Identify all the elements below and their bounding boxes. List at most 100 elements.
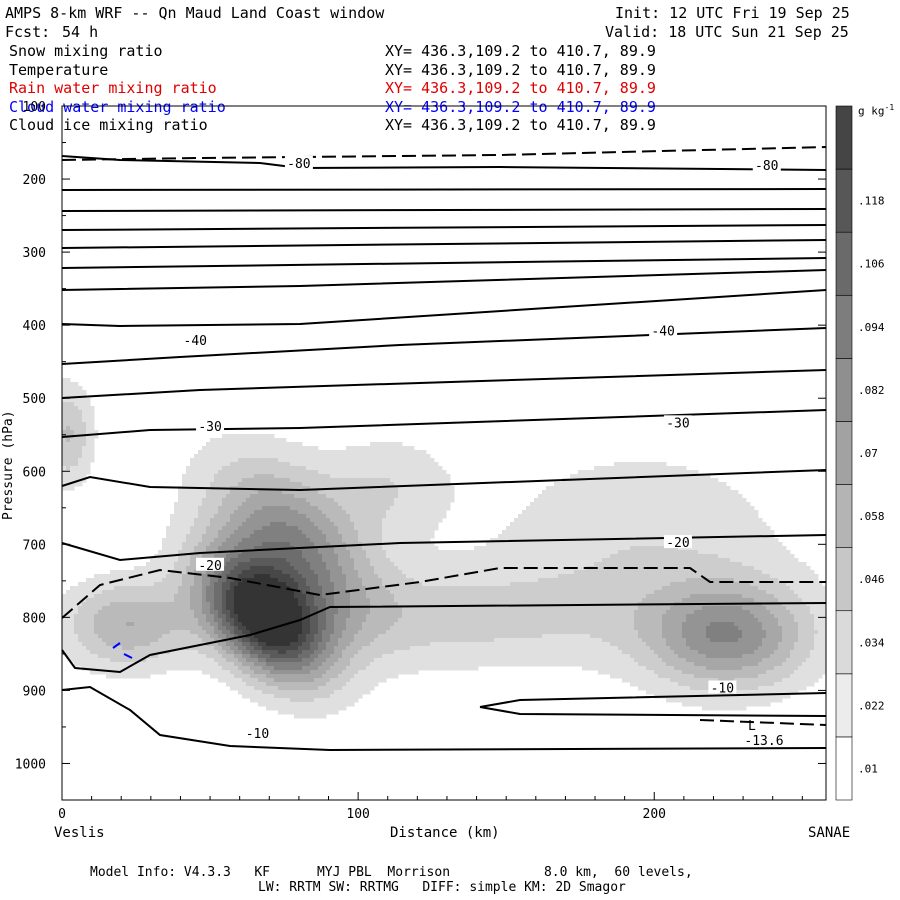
snow-cell (554, 542, 559, 547)
snow-cell (302, 578, 307, 583)
snow-cell (242, 498, 247, 503)
snow-cell (674, 522, 679, 527)
snow-cell (210, 474, 215, 479)
snow-cell (218, 462, 223, 467)
snow-cell (302, 490, 307, 495)
snow-cell (522, 570, 527, 575)
snow-cell (162, 562, 167, 567)
snow-cell (382, 574, 387, 579)
snow-cell (430, 566, 435, 571)
snow-cell (370, 566, 375, 571)
snow-cell (762, 538, 767, 543)
snow-cell (650, 462, 655, 467)
snow-cell (186, 586, 191, 591)
snow-cell (238, 566, 243, 571)
snow-cell (66, 454, 71, 459)
snow-cell (566, 558, 571, 563)
snow-cell (502, 550, 507, 555)
snow-cell (490, 542, 495, 547)
snow-cell (422, 590, 427, 595)
snow-cell (394, 482, 399, 487)
snow-cell (222, 522, 227, 527)
snow-cell (70, 394, 75, 399)
snow-cell (110, 574, 115, 579)
snow-cell (742, 566, 747, 571)
snow-cell (458, 574, 463, 579)
snow-cell (410, 470, 415, 475)
snow-cell (690, 494, 695, 499)
snow-cell (94, 590, 99, 595)
snow-cell (538, 590, 543, 595)
snow-cell (270, 530, 275, 535)
snow-cell (686, 514, 691, 519)
snow-cell (246, 554, 251, 559)
snow-cell (302, 586, 307, 591)
snow-cell (766, 562, 771, 567)
snow-cell (446, 550, 451, 555)
snow-cell (334, 518, 339, 523)
snow-cell (666, 510, 671, 515)
snow-cell (698, 566, 703, 571)
snow-cell (498, 542, 503, 547)
snow-cell (166, 582, 171, 587)
snow-cell (66, 458, 71, 463)
snow-cell (598, 522, 603, 527)
snow-cell (398, 562, 403, 567)
snow-cell (558, 506, 563, 511)
snow-cell (198, 582, 203, 587)
snow-cell (302, 526, 307, 531)
snow-cell (682, 574, 687, 579)
snow-cell (154, 562, 159, 567)
snow-cell (366, 546, 371, 551)
snow-cell (190, 522, 195, 527)
snow-cell (394, 522, 399, 527)
snow-cell (486, 582, 491, 587)
snow-cell (722, 550, 727, 555)
snow-cell (474, 566, 479, 571)
snow-cell (690, 518, 695, 523)
snow-cell (298, 474, 303, 479)
snow-cell (238, 462, 243, 467)
snow-cell (326, 570, 331, 575)
snow-cell (578, 534, 583, 539)
snow-cell (266, 586, 271, 591)
snow-cell (198, 506, 203, 511)
snow-cell (278, 482, 283, 487)
snow-cell (294, 514, 299, 519)
snow-cell (74, 470, 79, 475)
snow-cell (414, 506, 419, 511)
snow-cell (474, 546, 479, 551)
snow-cell (82, 470, 87, 475)
snow-cell (402, 498, 407, 503)
snow-cell (414, 554, 419, 559)
snow-cell (306, 574, 311, 579)
snow-cell (730, 518, 735, 523)
snow-cell (754, 582, 759, 587)
snow-cell (262, 570, 267, 575)
snow-cell (406, 446, 411, 451)
snow-cell (282, 522, 287, 527)
snow-cell (238, 574, 243, 579)
snow-cell (554, 506, 559, 511)
snow-cell (78, 406, 83, 411)
snow-cell (230, 454, 235, 459)
snow-cell (562, 558, 567, 563)
snow-cell (394, 538, 399, 543)
snow-cell (530, 582, 535, 587)
snow-cell (578, 582, 583, 587)
snow-cell (526, 570, 531, 575)
snow-cell (174, 586, 179, 591)
snow-cell (354, 498, 359, 503)
snow-cell (462, 586, 467, 591)
snow-cell (702, 534, 707, 539)
snow-cell (418, 450, 423, 455)
snow-cell (378, 454, 383, 459)
snow-cell (714, 514, 719, 519)
snow-cell (494, 542, 499, 547)
snow-cell (582, 494, 587, 499)
snow-cell (678, 526, 683, 531)
snow-cell (422, 502, 427, 507)
snow-cell (422, 574, 427, 579)
snow-cell (294, 462, 299, 467)
snow-cell (734, 582, 739, 587)
